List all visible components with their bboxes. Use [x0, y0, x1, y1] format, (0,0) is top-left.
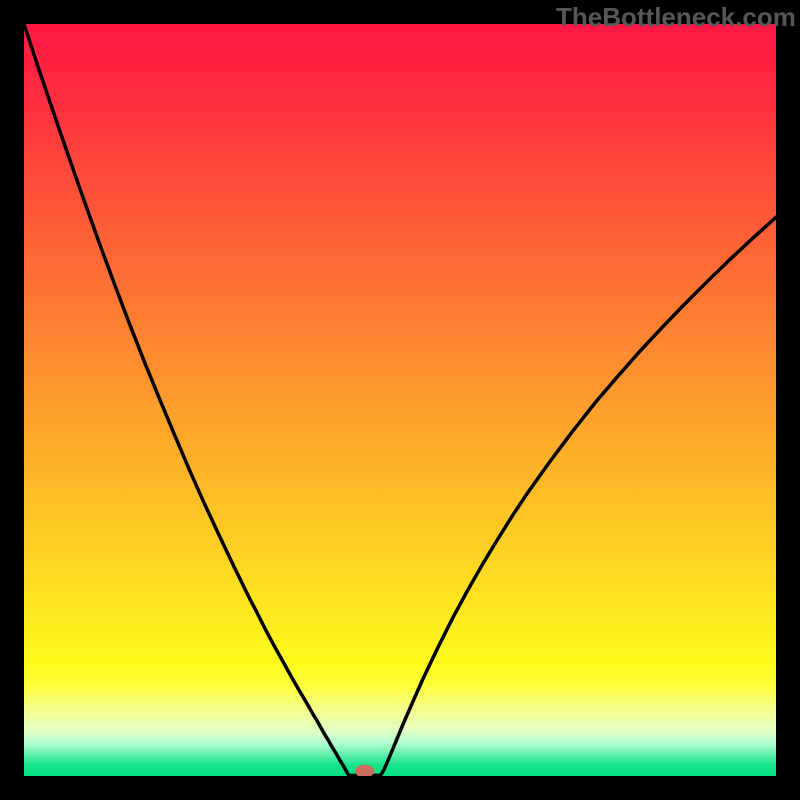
frame-border-bottom — [0, 776, 800, 800]
bottleneck-chart — [0, 0, 800, 800]
frame-border-left — [0, 0, 24, 800]
watermark-text: TheBottleneck.com — [556, 2, 796, 33]
frame-border-right — [776, 0, 800, 800]
plot-background — [24, 24, 776, 776]
